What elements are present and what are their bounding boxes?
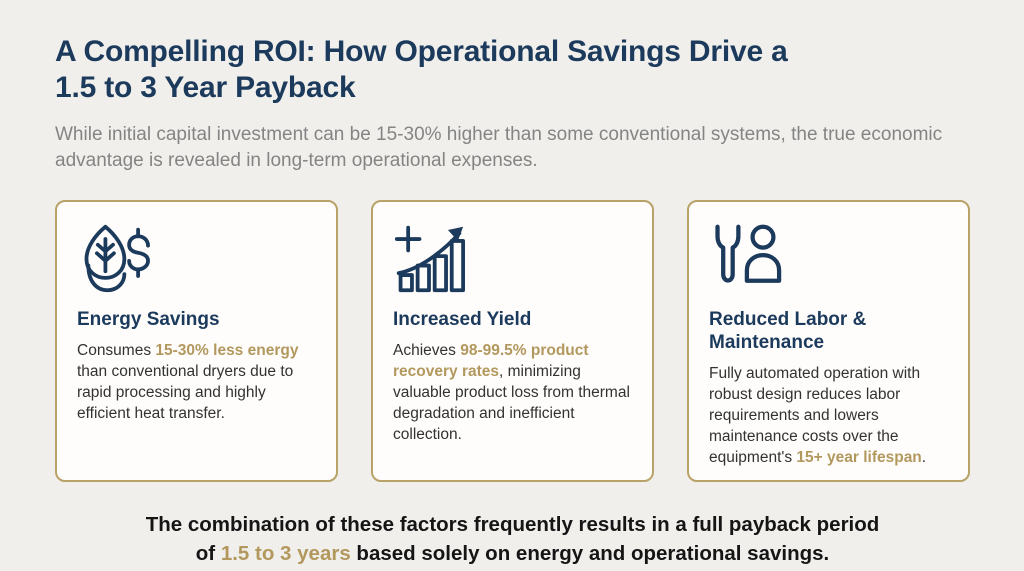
card-title-energy-savings: Energy Savings	[77, 309, 220, 330]
card-body-energy-savings: Consumes 15-30% less energy than convent…	[77, 340, 316, 424]
benefit-cards-row: Energy Savings Consumes 15-30% less ener…	[55, 200, 970, 482]
growth-bar-chart-icon	[393, 222, 632, 296]
body-text: than conventional dryers due to rapid pr…	[77, 363, 294, 422]
summary-line-1: The combination of these factors frequen…	[145, 513, 880, 536]
card-increased-yield: Increased Yield Achieves 98-99.5% produc…	[371, 200, 654, 482]
highlight-text: 15+ year lifespan	[796, 449, 922, 466]
body-text: Consumes	[77, 342, 156, 359]
highlight-text: 15-30% less energy	[155, 342, 299, 359]
summary-statement: The combination of these factors frequen…	[55, 510, 970, 568]
body-text: .	[921, 449, 927, 466]
card-title-increased-yield: Increased Yield	[393, 309, 532, 330]
body-text: Fully automated operation with robust de…	[709, 365, 921, 466]
highlight-text: 1.5 to 3 years	[220, 542, 351, 565]
summary-line-2: of 1.5 to 3 years based solely on energy…	[55, 539, 970, 568]
body-text: based solely on energy and operational s…	[350, 542, 830, 565]
page-title-line-2: 1.5 to 3 Year Payback	[55, 71, 356, 104]
card-reduced-labor-maintenance: Reduced Labor & Maintenance Fully automa…	[687, 200, 970, 482]
card-energy-savings: Energy Savings Consumes 15-30% less ener…	[55, 200, 338, 482]
body-text: of	[195, 542, 221, 565]
leaf-dollar-icon	[77, 222, 316, 296]
page-title-line-1: A Compelling ROI: How Operational Saving…	[55, 35, 788, 68]
card-title-reduced-labor: Reduced Labor & Maintenance	[709, 309, 867, 353]
body-text: , minimizing valuable product loss from …	[393, 363, 630, 443]
wrench-person-icon	[709, 222, 948, 296]
page-title: A Compelling ROI: How Operational Saving…	[55, 34, 970, 106]
card-body-reduced-labor: Fully automated operation with robust de…	[709, 363, 948, 468]
card-body-increased-yield: Achieves 98-99.5% product recovery rates…	[393, 340, 632, 445]
highlight-text: 98-99.5% product recovery rates	[393, 342, 589, 380]
body-text: Achieves	[393, 342, 461, 359]
page-subtitle: While initial capital investment can be …	[55, 124, 943, 171]
